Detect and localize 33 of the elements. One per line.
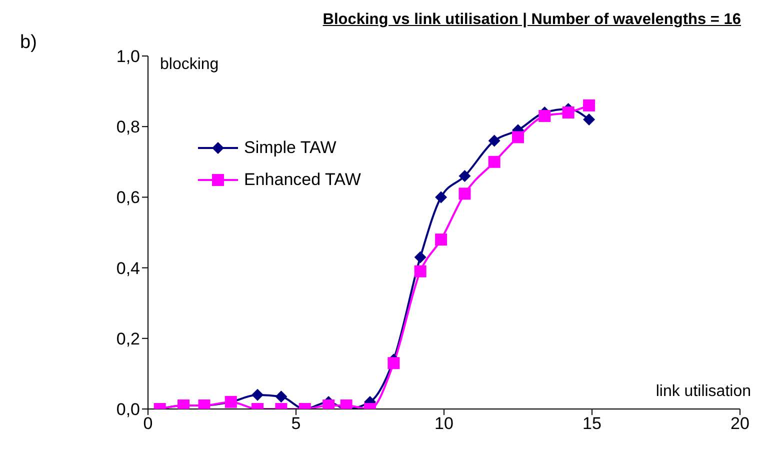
point (435, 191, 448, 204)
legend-label: Enhanced TAW (244, 170, 361, 190)
y-axis-title: blocking (160, 56, 219, 74)
x-tick-label: 10 (434, 414, 454, 434)
y-tick-label: 0,0 (116, 400, 140, 420)
x-tick-label: 20 (730, 414, 750, 434)
legend-label: Simple TAW (244, 138, 336, 158)
point (538, 110, 551, 122)
point (488, 156, 500, 168)
y-tick-label: 0,2 (116, 329, 140, 348)
point (414, 251, 426, 264)
point (252, 388, 264, 401)
chart-title: Blocking vs link utilisation | Number of wavelengths = 16 (322, 11, 741, 29)
point (458, 188, 471, 200)
point (488, 134, 500, 147)
y-tick-label: 0,6 (116, 188, 140, 208)
x-axis-title: link utilisation (656, 383, 751, 401)
y-tick-label: 0,8 (116, 118, 140, 137)
point (414, 265, 426, 278)
point (458, 170, 471, 182)
point (583, 99, 596, 112)
x-tick-label: 15 (582, 414, 602, 434)
point (512, 131, 524, 144)
point (388, 357, 400, 370)
point (435, 234, 448, 246)
y-tick-label: 1,0 (116, 47, 140, 66)
point (583, 114, 596, 126)
point (275, 390, 288, 403)
text: b) (20, 32, 37, 54)
x-tick-label: 0 (143, 414, 153, 434)
x-tick-label: 5 (291, 414, 301, 434)
point (562, 106, 574, 118)
y-tick-label: 0,4 (116, 258, 140, 278)
